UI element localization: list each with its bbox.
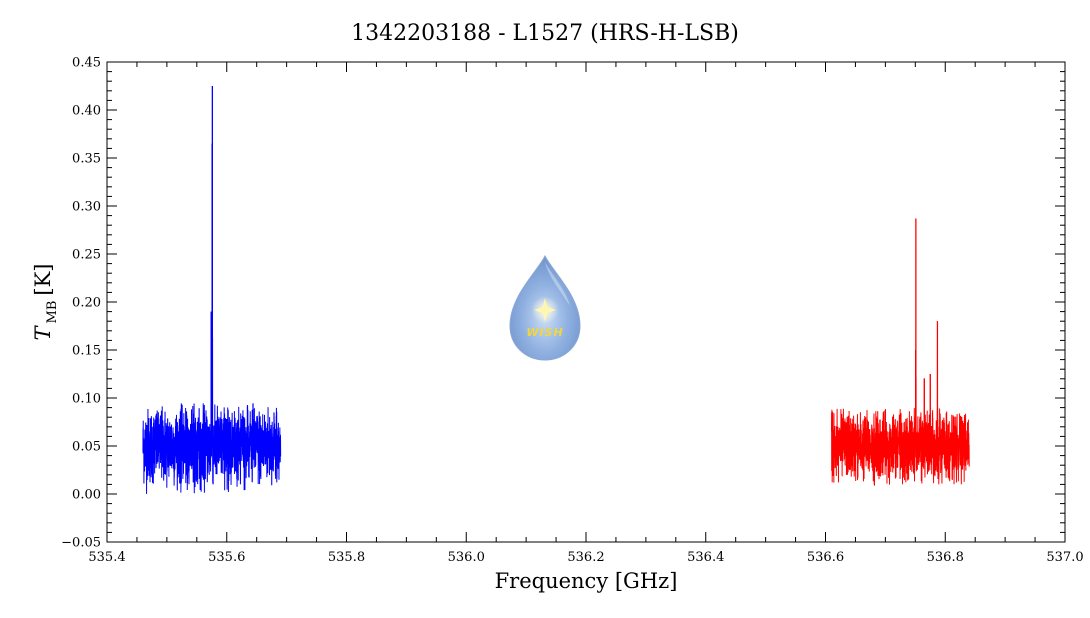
y-tick-label: 0.40 [72, 104, 101, 119]
x-tick-label: 536.4 [687, 550, 724, 565]
y-tick-label: 0.20 [72, 296, 101, 311]
y-tick-label: 0.05 [72, 440, 101, 455]
y-tick-label: 0.15 [72, 344, 101, 359]
x-tick-label: 535.4 [88, 550, 125, 565]
spectrum-series-2 [830, 218, 970, 486]
star-icon [534, 298, 556, 322]
y-axis-label-main: T [31, 324, 55, 340]
y-tick-label: 0.30 [72, 200, 101, 215]
wish-logo: WISH [509, 254, 581, 361]
y-tick-labels: −0.05 0.00 0.05 0.10 0.15 0.20 0.25 0.30 0.35 0.4… [61, 56, 101, 551]
chart-title: 1342203188 - L1527 (HRS-H-LSB) [351, 21, 739, 46]
y-tick-label: 0.25 [72, 248, 101, 263]
y-axis-label-sub: MB [45, 301, 60, 324]
series-layer [142, 85, 970, 494]
y-tick-label: 0.35 [72, 152, 101, 167]
x-tick-label: 535.8 [328, 550, 365, 565]
logo-text: WISH [526, 326, 563, 339]
y-axis-label: TMB [K] [31, 264, 60, 341]
x-tick-label: 536.2 [567, 550, 604, 565]
x-axis-label: Frequency [GHz] [495, 569, 678, 593]
x-tick-label: 536.0 [448, 550, 485, 565]
y-tick-label: 0.00 [72, 488, 101, 503]
axis-ticks [106, 61, 1066, 543]
y-axis-label-unit: [K] [31, 264, 55, 296]
y-tick-label: 0.45 [72, 56, 101, 71]
x-tick-label: 536.8 [927, 550, 964, 565]
y-tick-label: −0.05 [61, 536, 101, 551]
x-tick-label: 535.6 [208, 550, 245, 565]
y-tick-label: 0.10 [72, 392, 101, 407]
x-tick-label: 537.0 [1046, 550, 1083, 565]
x-tick-label: 536.6 [807, 550, 844, 565]
svg-text:TMB[K]: TMB [K] [31, 264, 60, 341]
x-tick-labels: 535.4 535.6 535.8 536.0 536.2 536.4 536.6 536.8… [88, 550, 1083, 565]
